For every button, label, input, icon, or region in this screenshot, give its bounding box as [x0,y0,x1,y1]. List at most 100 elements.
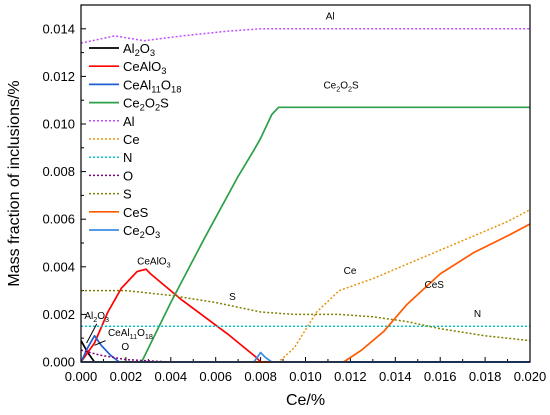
y-tick-label: 0.002 [42,307,75,322]
legend-label-ceal11o18-name: CeAl [123,77,151,92]
x-tick-label: 0.000 [65,369,98,384]
legend-label-s-name: S [123,187,132,202]
legend-label-al2o3: Al2O3 [123,41,155,58]
legend-label-ceal11o18-sub: 11 [151,84,161,94]
legend-label-al2o3-sub: 2 [135,48,140,58]
curve-label-name: O [121,342,129,353]
legend-label-al2o3-name2: O [140,41,150,56]
curve-label-sub: 3 [167,260,171,269]
curve-label-name: S [229,292,236,303]
y-tick-label: 0.004 [42,259,75,274]
series-line-o [80,349,530,363]
x-tick-label: 0.002 [110,369,143,384]
legend-label-al: Al [123,114,135,129]
y-tick-label: 0.006 [42,212,75,227]
x-tick-label: 0.012 [334,369,367,384]
x-tick-label: 0.010 [289,369,322,384]
y-axis-title: Mass fraction of inclusions/% [6,80,23,286]
legend-label-ces-name: CeS [123,205,149,220]
legend-label-ce-name: Ce [123,132,140,147]
legend-label-ceal11o18-sub2: 18 [171,84,181,94]
x-tick-label: 0.018 [469,369,502,384]
legend-label-s: S [123,187,132,202]
curve-label-name2: O [97,311,105,322]
y-tick-label: 0.014 [42,21,75,36]
curve-label-name: CeAl [108,328,130,339]
y-tick-label: 0.010 [42,117,75,132]
legend-label-ce: Ce [123,132,140,147]
legend-label-ce2o3: Ce2O3 [123,223,160,240]
curve-label: O [121,342,129,353]
axis-ticks: 0.000 0.002 0.004 0.006 0.008 0.010 0.012 0.014… [42,4,547,384]
curve-label: Ce [344,266,357,277]
ceal11o18-pointer-arrow [94,340,106,346]
legend-label-ce2o2s-name3: S [160,96,169,111]
legend-label-n: N [123,150,132,165]
y-tick-label: 0.012 [42,69,75,84]
curve-label-sub: 2 [93,315,97,324]
legend-label-ce2o2s-sub2: 2 [155,103,160,113]
x-tick-label: 0.004 [155,369,188,384]
curve-label: CeAl11O18 [108,328,153,341]
curve-label: Ce2O2S [323,80,359,93]
legend-label-ce2o3-name: Ce [123,223,140,238]
legend-label-cealo3-sub: 3 [161,66,166,76]
series-line-ce2o2s [81,106,530,363]
legend-label-al2o3-name: Al [123,41,135,56]
legend-label-ce2o3-name2: O [145,223,155,238]
curve-label-name: CeS [424,280,444,291]
al2o3-pointer-arrow [86,323,98,344]
curve-label: N [474,309,481,320]
legend-label-cealo3-name: CeAlO [123,59,161,74]
legend: Al2O3CeAlO3CeAl11O18Ce2O2SAlCeNOSCeSCe2O… [89,41,181,240]
y-tick-label: 0.008 [42,164,75,179]
curve-label-name2: O [340,80,348,91]
curve-label: CeAlO3 [137,256,170,269]
legend-label-ces: CeS [123,205,149,220]
legend-label-n-name: N [123,150,132,165]
curve-label-name: Al [84,311,93,322]
curve-label-name2: O [137,328,145,339]
plot-frame [80,4,531,363]
legend-label-cealo3: CeAlO3 [123,59,167,76]
x-tick-label: 0.016 [424,369,457,384]
curve-label: S [229,292,236,303]
legend-label-al2o3-sub2: 3 [150,48,155,58]
curve-label: CeS [424,280,444,291]
x-axis-title: Ce/% [286,392,325,409]
legend-label-ce2o2s-name: Ce [123,96,140,111]
legend-label-ceal11o18-name2: O [161,77,171,92]
x-tick-label: 0.008 [244,369,277,384]
legend-label-ce2o3-sub: 2 [140,230,145,240]
legend-label-ce2o2s-sub: 2 [140,103,145,113]
curve-label-sub: 2 [336,84,340,93]
legend-label-o: O [123,168,133,183]
legend-label-o-name: O [123,168,133,183]
curve-label-sub2: 3 [105,315,109,324]
curve-label-name: Ce [344,266,357,277]
legend-label-al-name: Al [123,114,135,129]
curve-label: Al2O3 [84,311,109,324]
legend-label-ce2o3-sub2: 3 [155,230,160,240]
series-line-al [80,28,530,44]
series-line-ces [81,223,531,363]
curve-label-name: Ce [323,80,336,91]
legend-label-ceal11o18: CeAl11O18 [123,77,181,94]
series-line-s [81,289,531,342]
series-line-ce [81,209,531,363]
legend-label-ce2o2s: Ce2O2S [123,96,169,113]
curve-label-name3: S [352,80,359,91]
curve-label-sub2: 2 [348,84,352,93]
x-tick-label: 0.014 [379,369,412,384]
curve-label-sub2: 18 [145,332,153,341]
x-tick-label: 0.006 [199,369,232,384]
x-tick-label: 0.020 [514,369,547,384]
curve-label: Al [326,11,335,22]
curve-label-name: Al [326,11,335,22]
legend-label-ce2o2s-name2: O [145,96,155,111]
curve-label-name: N [474,309,481,320]
curve-label-sub: 11 [130,332,137,341]
y-tick-label: 0.000 [42,355,75,370]
